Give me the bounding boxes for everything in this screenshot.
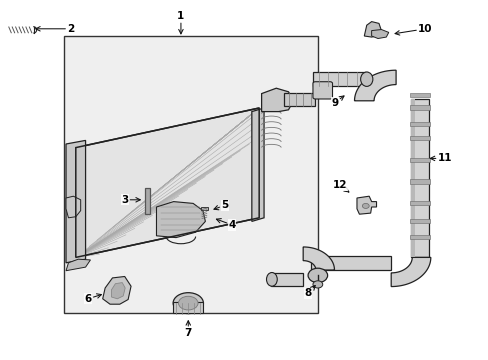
Bar (173, 302, 203, 313)
Polygon shape (156, 202, 205, 238)
Bar (310, 256, 390, 270)
FancyBboxPatch shape (312, 82, 332, 99)
Bar (409, 158, 429, 162)
Polygon shape (102, 276, 131, 304)
Bar (410, 99, 414, 257)
Polygon shape (66, 196, 81, 218)
Bar (409, 93, 429, 97)
Bar (283, 93, 315, 106)
Polygon shape (111, 283, 125, 299)
Text: 10: 10 (394, 24, 432, 35)
Bar (63, 36, 317, 313)
Text: 11: 11 (429, 153, 451, 163)
Text: 7: 7 (184, 321, 192, 338)
Text: 8: 8 (304, 285, 315, 298)
Bar (409, 179, 429, 184)
Bar (409, 235, 429, 239)
Bar (409, 105, 429, 110)
Text: 9: 9 (331, 96, 344, 108)
Bar (201, 207, 207, 210)
Text: 4: 4 (216, 219, 236, 230)
Circle shape (362, 203, 368, 208)
Bar (271, 273, 303, 286)
Ellipse shape (173, 293, 203, 314)
Bar (410, 99, 428, 257)
Text: 2: 2 (36, 24, 74, 34)
Circle shape (312, 281, 322, 288)
Text: 1: 1 (177, 11, 184, 34)
Polygon shape (261, 88, 293, 112)
Polygon shape (390, 257, 430, 287)
Ellipse shape (360, 72, 372, 86)
Polygon shape (354, 70, 395, 101)
Polygon shape (66, 140, 85, 263)
Polygon shape (371, 30, 388, 39)
Text: 6: 6 (84, 294, 101, 304)
Bar (409, 122, 429, 126)
Bar (409, 201, 429, 205)
Ellipse shape (178, 296, 198, 310)
Polygon shape (356, 196, 376, 214)
Polygon shape (251, 108, 264, 221)
Ellipse shape (266, 273, 277, 286)
Text: 3: 3 (121, 195, 140, 205)
Text: 5: 5 (214, 200, 228, 210)
Polygon shape (76, 108, 259, 257)
Circle shape (307, 268, 327, 283)
Bar (144, 188, 149, 214)
Polygon shape (364, 22, 381, 37)
Bar (409, 136, 429, 140)
Bar (409, 219, 429, 223)
Text: 12: 12 (332, 180, 348, 192)
Bar (312, 72, 366, 86)
Polygon shape (303, 247, 334, 270)
Polygon shape (66, 259, 90, 271)
